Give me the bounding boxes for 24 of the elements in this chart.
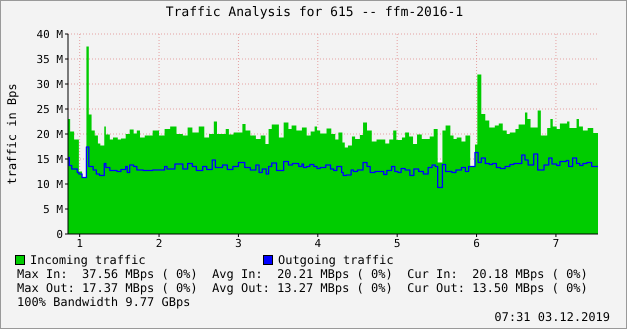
chart-title: Traffic Analysis for 615 -- ffm-2016-1 [164,5,464,20]
text: 07:31 03.12.2019 [494,310,610,324]
x-tick-label: 4 [314,236,322,250]
y-tick-label: 20 M [36,128,64,141]
legend-label: Outgoing traffic [278,253,394,267]
text: Max In: 37.56 MBps ( 0%) Avg In: 20.21 MBps ( 0%) Cur In: 20.18 MBps ( 0%) [17,267,588,281]
x-tick-label: 6 [473,236,480,250]
y-tick-label: 0 [56,228,63,241]
x-tick-label: 1 [76,236,83,250]
x-tick-label: 3 [235,236,242,250]
x-tick-label: 7 [552,236,560,250]
x-tick-label: 2 [156,236,162,250]
text: 100% Bandwidth 9.77 GBps [17,295,190,309]
y-tick-label: 35 M [36,52,64,66]
text: Max Out: 17.37 MBps ( 0%) Avg Out: 13.27 MBps ( 0%) Cur Out: 13.50 MBps ( 0%) [17,281,588,295]
y-tick-label: 10 M [36,178,64,191]
y-tick-label: 15 M [36,152,64,166]
series-label: Incoming traffic [30,253,146,267]
y-tick-label: 30 M [36,78,64,91]
y-tick-label: 25 M [36,102,64,116]
y-tick-label: 40 M [36,28,64,41]
x-tick-label: 5 [394,236,400,250]
y-tick-label: 5 M [43,202,64,216]
y-axis-title: traffic in Bps [5,83,19,185]
